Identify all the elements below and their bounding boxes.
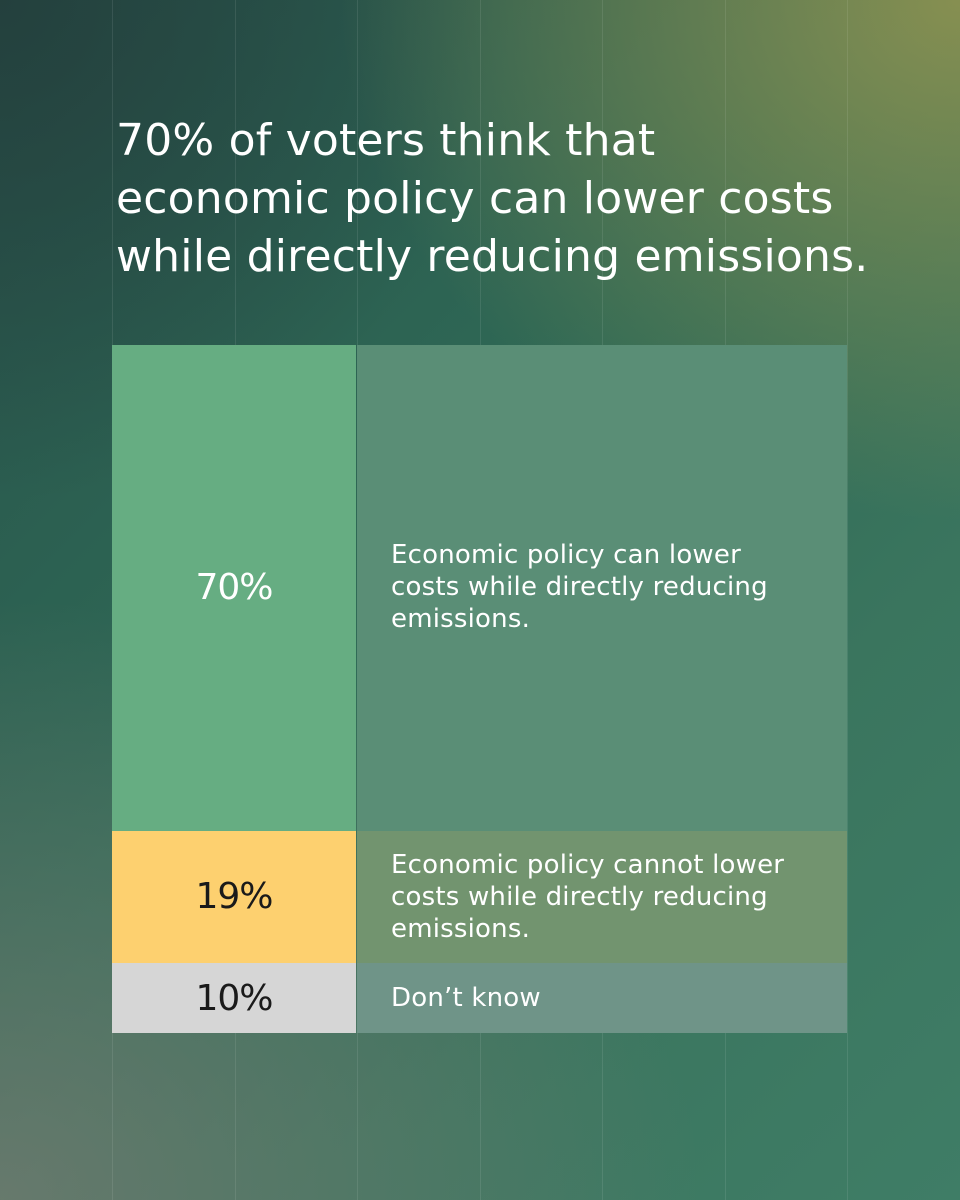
chart-row-can-lower: 70% Economic policy can lower costs whil… — [112, 345, 847, 831]
description-block-cannot-lower: Economic policy cannot lower costs while… — [357, 830, 847, 963]
percent-block-can-lower: 70% — [112, 345, 356, 831]
percent-block-dont-know: 10% — [112, 963, 356, 1033]
chart-row-cannot-lower: 19% Economic policy cannot lower costs w… — [112, 830, 847, 963]
description-block-dont-know: Don’t know — [357, 963, 847, 1033]
percent-block-cannot-lower: 19% — [112, 830, 356, 963]
chart-row-dont-know: 10% Don’t know — [112, 963, 847, 1033]
chart: 70% Economic policy can lower costs whil… — [112, 345, 847, 1033]
description-block-can-lower: Economic policy can lower costs while di… — [357, 345, 847, 831]
page-title: 70% of voters think that economic policy… — [116, 115, 869, 282]
